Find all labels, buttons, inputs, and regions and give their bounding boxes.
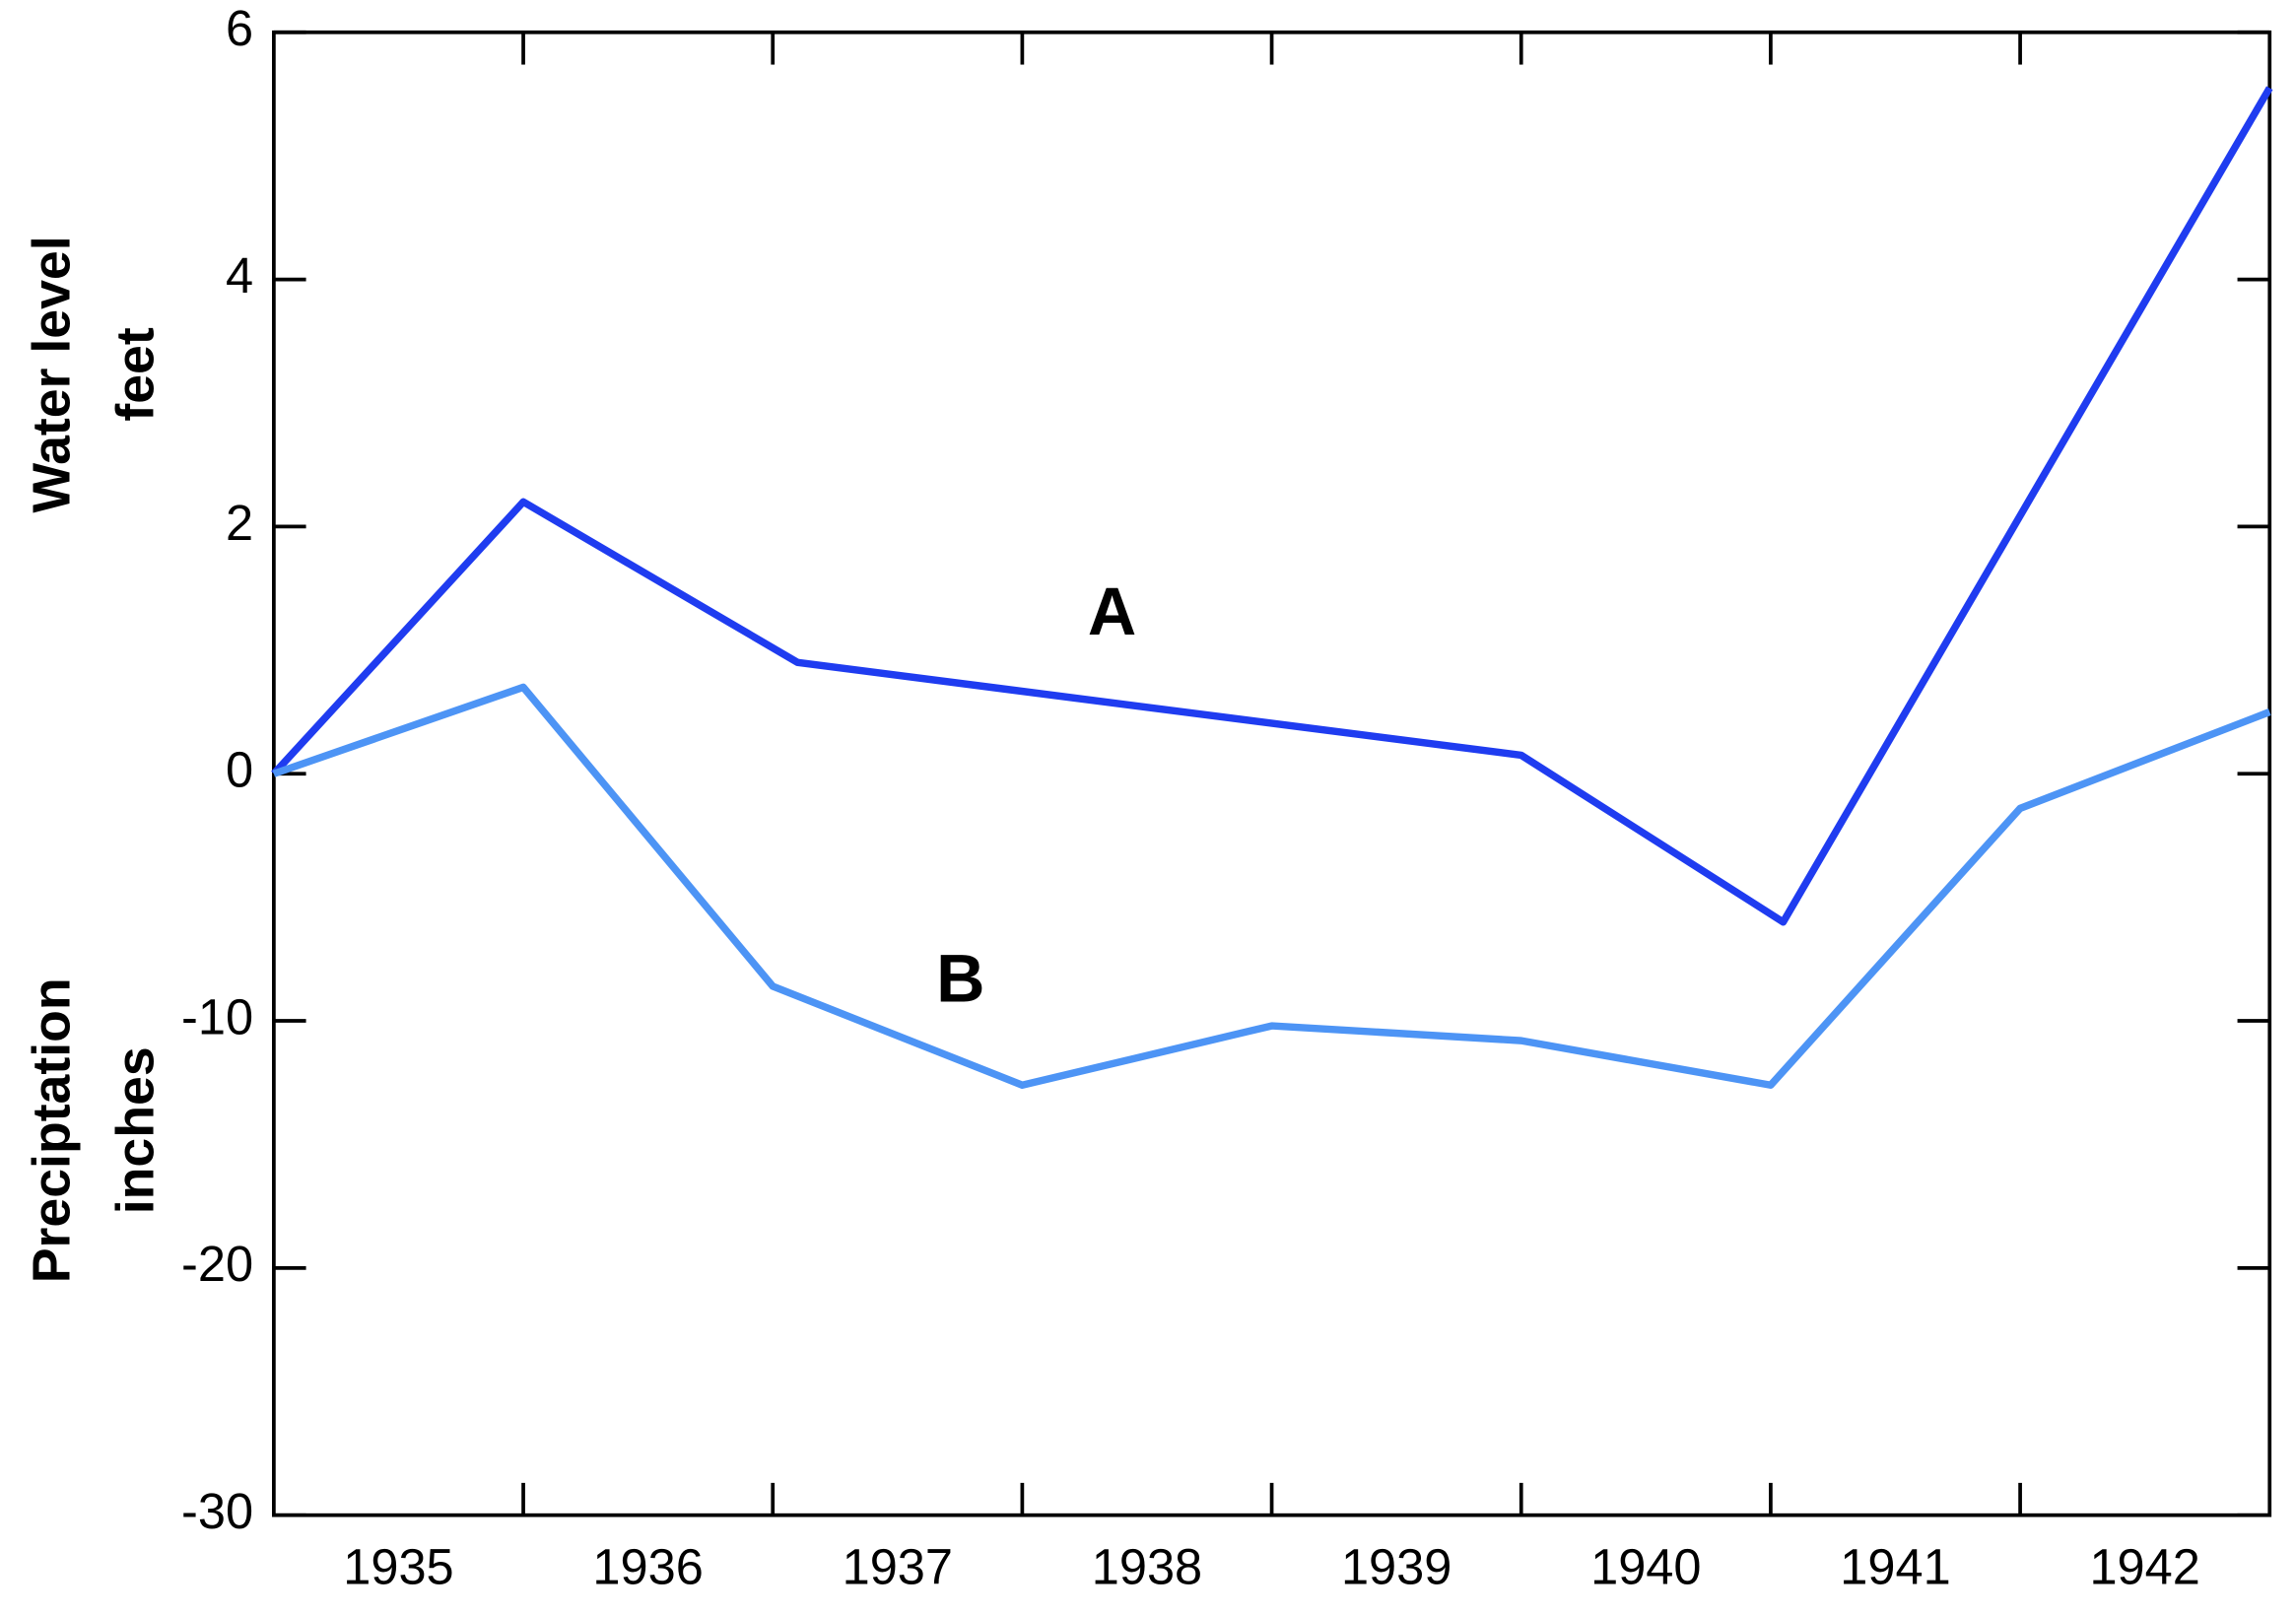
x-tick-label: 1936 bbox=[592, 1539, 703, 1595]
y-axis-label: Water level bbox=[24, 236, 82, 512]
x-tick-label: 1939 bbox=[1341, 1539, 1452, 1595]
y-tick-label: 4 bbox=[226, 247, 253, 303]
x-tick-label: 1937 bbox=[843, 1539, 953, 1595]
y-tick-label: 2 bbox=[226, 495, 253, 551]
y-tick-label: -10 bbox=[181, 988, 253, 1044]
y2-axis-label: Preciptation bbox=[24, 977, 82, 1283]
y-tick-label: -30 bbox=[181, 1483, 253, 1539]
series-line bbox=[272, 683, 2271, 1089]
y-tick-label: -20 bbox=[181, 1236, 253, 1292]
x-tick-label: 1941 bbox=[1840, 1539, 1950, 1595]
x-tick-label: 1935 bbox=[343, 1539, 453, 1595]
y-tick-label: 0 bbox=[226, 742, 253, 798]
series-line bbox=[271, 86, 2273, 926]
plot-frame bbox=[272, 30, 2272, 1517]
y-tick-label: 6 bbox=[226, 0, 253, 56]
x-tick-label: 1942 bbox=[2089, 1539, 2199, 1595]
y2-axis-label: inches bbox=[106, 1046, 165, 1214]
series-label: B bbox=[936, 940, 984, 1016]
y-axis-label: feet bbox=[106, 327, 165, 422]
x-tick-label: 1938 bbox=[1092, 1539, 1202, 1595]
series-label: A bbox=[1088, 573, 1136, 649]
x-tick-label: 1940 bbox=[1590, 1539, 1701, 1595]
